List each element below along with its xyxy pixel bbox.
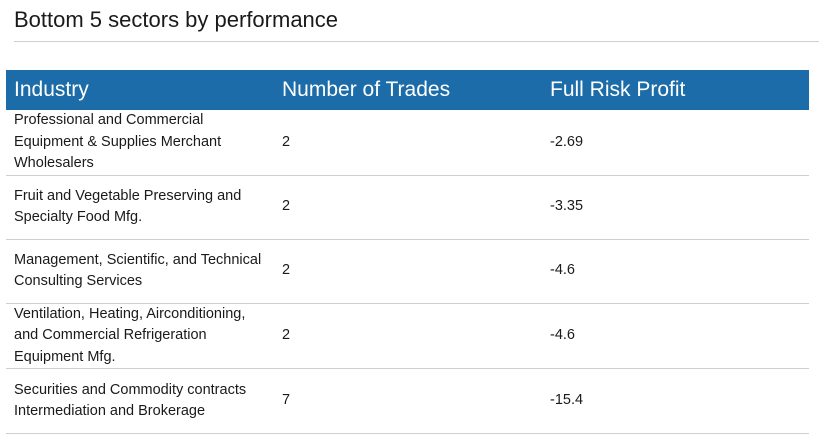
trades-cell: 2 [274, 110, 542, 176]
column-header-trades: Number of Trades [282, 78, 451, 101]
table-row: Fruit and Vegetable Preserving and Speci… [6, 175, 809, 240]
industry-cell: Management, Scientific, and Technical Co… [6, 239, 274, 304]
table-header-row: Industry Number of Trades Full Risk Prof… [6, 70, 809, 110]
profit-cell: -4.6 [542, 239, 809, 304]
trades-cell: 2 [274, 175, 542, 240]
title-divider [14, 41, 819, 42]
sectors-table: Industry Number of Trades Full Risk Prof… [6, 70, 809, 434]
page-title: Bottom 5 sectors by performance [14, 7, 339, 32]
industry-cell: Fruit and Vegetable Preserving and Speci… [6, 175, 274, 240]
table-row: Securities and Commodity contracts Inter… [6, 368, 809, 434]
trades-cell: 2 [274, 239, 542, 304]
industry-cell: Ventilation, Heating, Airconditioning, a… [6, 303, 274, 369]
profit-cell: -3.35 [542, 175, 809, 240]
table-row: Professional and Commercial Equipment & … [6, 110, 809, 176]
column-header-profit: Full Risk Profit [550, 78, 686, 101]
table-row: Ventilation, Heating, Airconditioning, a… [6, 303, 809, 369]
profit-cell: -4.6 [542, 303, 809, 369]
column-header-industry: Industry [14, 78, 89, 101]
industry-cell: Professional and Commercial Equipment & … [6, 110, 274, 176]
table-row: Management, Scientific, and Technical Co… [6, 239, 809, 304]
industry-cell: Securities and Commodity contracts Inter… [6, 368, 274, 434]
profit-cell: -15.4 [542, 368, 809, 434]
trades-cell: 7 [274, 368, 542, 434]
trades-cell: 2 [274, 303, 542, 369]
profit-cell: -2.69 [542, 110, 809, 176]
